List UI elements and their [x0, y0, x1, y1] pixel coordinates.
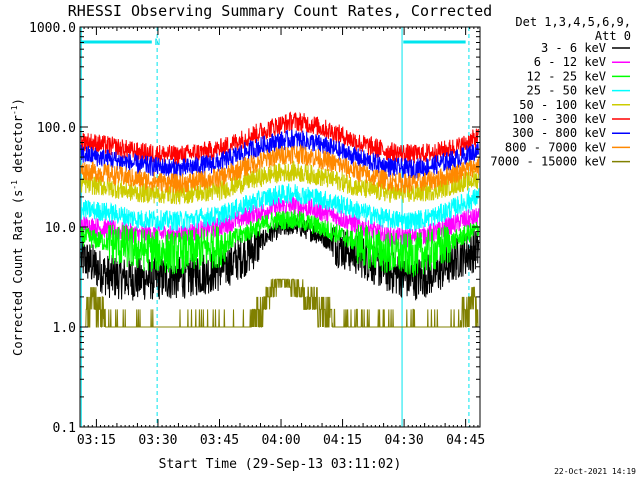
- series-line-0: [80, 216, 480, 301]
- series-line-7: [80, 144, 480, 194]
- series-line-1: [80, 194, 480, 248]
- y-axis-label-sup1: -1: [10, 180, 19, 190]
- x-axis-label: Start Time (29-Sep-13 03:11:02): [159, 457, 402, 472]
- y-axis: 0.1 1.0 10.0 100.0 1000.0: [29, 21, 480, 436]
- legend-label-5: 100 - 300 keV: [512, 112, 606, 126]
- legend-label-1: 6 - 12 keV: [534, 55, 606, 69]
- series-line-4: [80, 160, 480, 205]
- series-line-3: [80, 183, 480, 232]
- legend-label-6: 300 - 800 keV: [512, 126, 606, 140]
- series-line-6: [80, 129, 480, 179]
- footer-date: 22-Oct-2021 14:19: [554, 467, 636, 476]
- plot-area: N: [80, 27, 480, 427]
- y-tick-label-0: 0.1: [53, 421, 76, 436]
- x-tick-label-5: 04:30: [385, 433, 424, 448]
- legend-label-4: 50 - 100 keV: [519, 98, 606, 112]
- x-tick-label-2: 03:45: [200, 433, 239, 448]
- y-tick-label-3: 100.0: [37, 121, 76, 136]
- series-line-8: [81, 278, 479, 328]
- legend-label-2: 12 - 25 keV: [527, 69, 606, 83]
- x-tick-label-1: 03:30: [138, 433, 177, 448]
- y-tick-label-2: 10.0: [45, 221, 76, 236]
- y-tick-label-1: 1.0: [53, 321, 76, 336]
- detector-info-line2: Att 0: [595, 29, 631, 43]
- x-axis: 03:15 03:30 03:45 04:00 04:15 04:30 04:45: [77, 27, 485, 448]
- y-axis-label-sup2: -1: [10, 105, 19, 115]
- x-tick-label-3: 04:00: [261, 433, 300, 448]
- y-axis-label: Corrected Count Rate (s-1 detector-1): [10, 98, 25, 356]
- y-tick-label-4: 1000.0: [29, 21, 76, 36]
- legend-label-7: 800 - 7000 keV: [505, 140, 606, 154]
- x-tick-label-4: 04:15: [323, 433, 362, 448]
- y-axis-label-end: ): [11, 98, 25, 105]
- legend-label-8: 7000 - 15000 keV: [490, 155, 606, 169]
- x-tick-label-6: 04:45: [446, 433, 485, 448]
- saa-bar-label: N: [155, 38, 160, 48]
- y-axis-label-main: Corrected Count Rate (s: [11, 190, 25, 356]
- x-tick-label-0: 03:15: [77, 433, 116, 448]
- series-line-2: [80, 209, 480, 278]
- chart-title: RHESSI Observing Summary Count Rates, Co…: [68, 2, 492, 20]
- y-axis-label-mid: detector: [11, 115, 25, 180]
- legend-label-3: 25 - 50 keV: [527, 84, 606, 98]
- series-line-5: [80, 111, 480, 166]
- detector-info-line1: Det 1,3,4,5,6,9,: [515, 15, 631, 29]
- legend-label-0: 3 - 6 keV: [541, 41, 606, 55]
